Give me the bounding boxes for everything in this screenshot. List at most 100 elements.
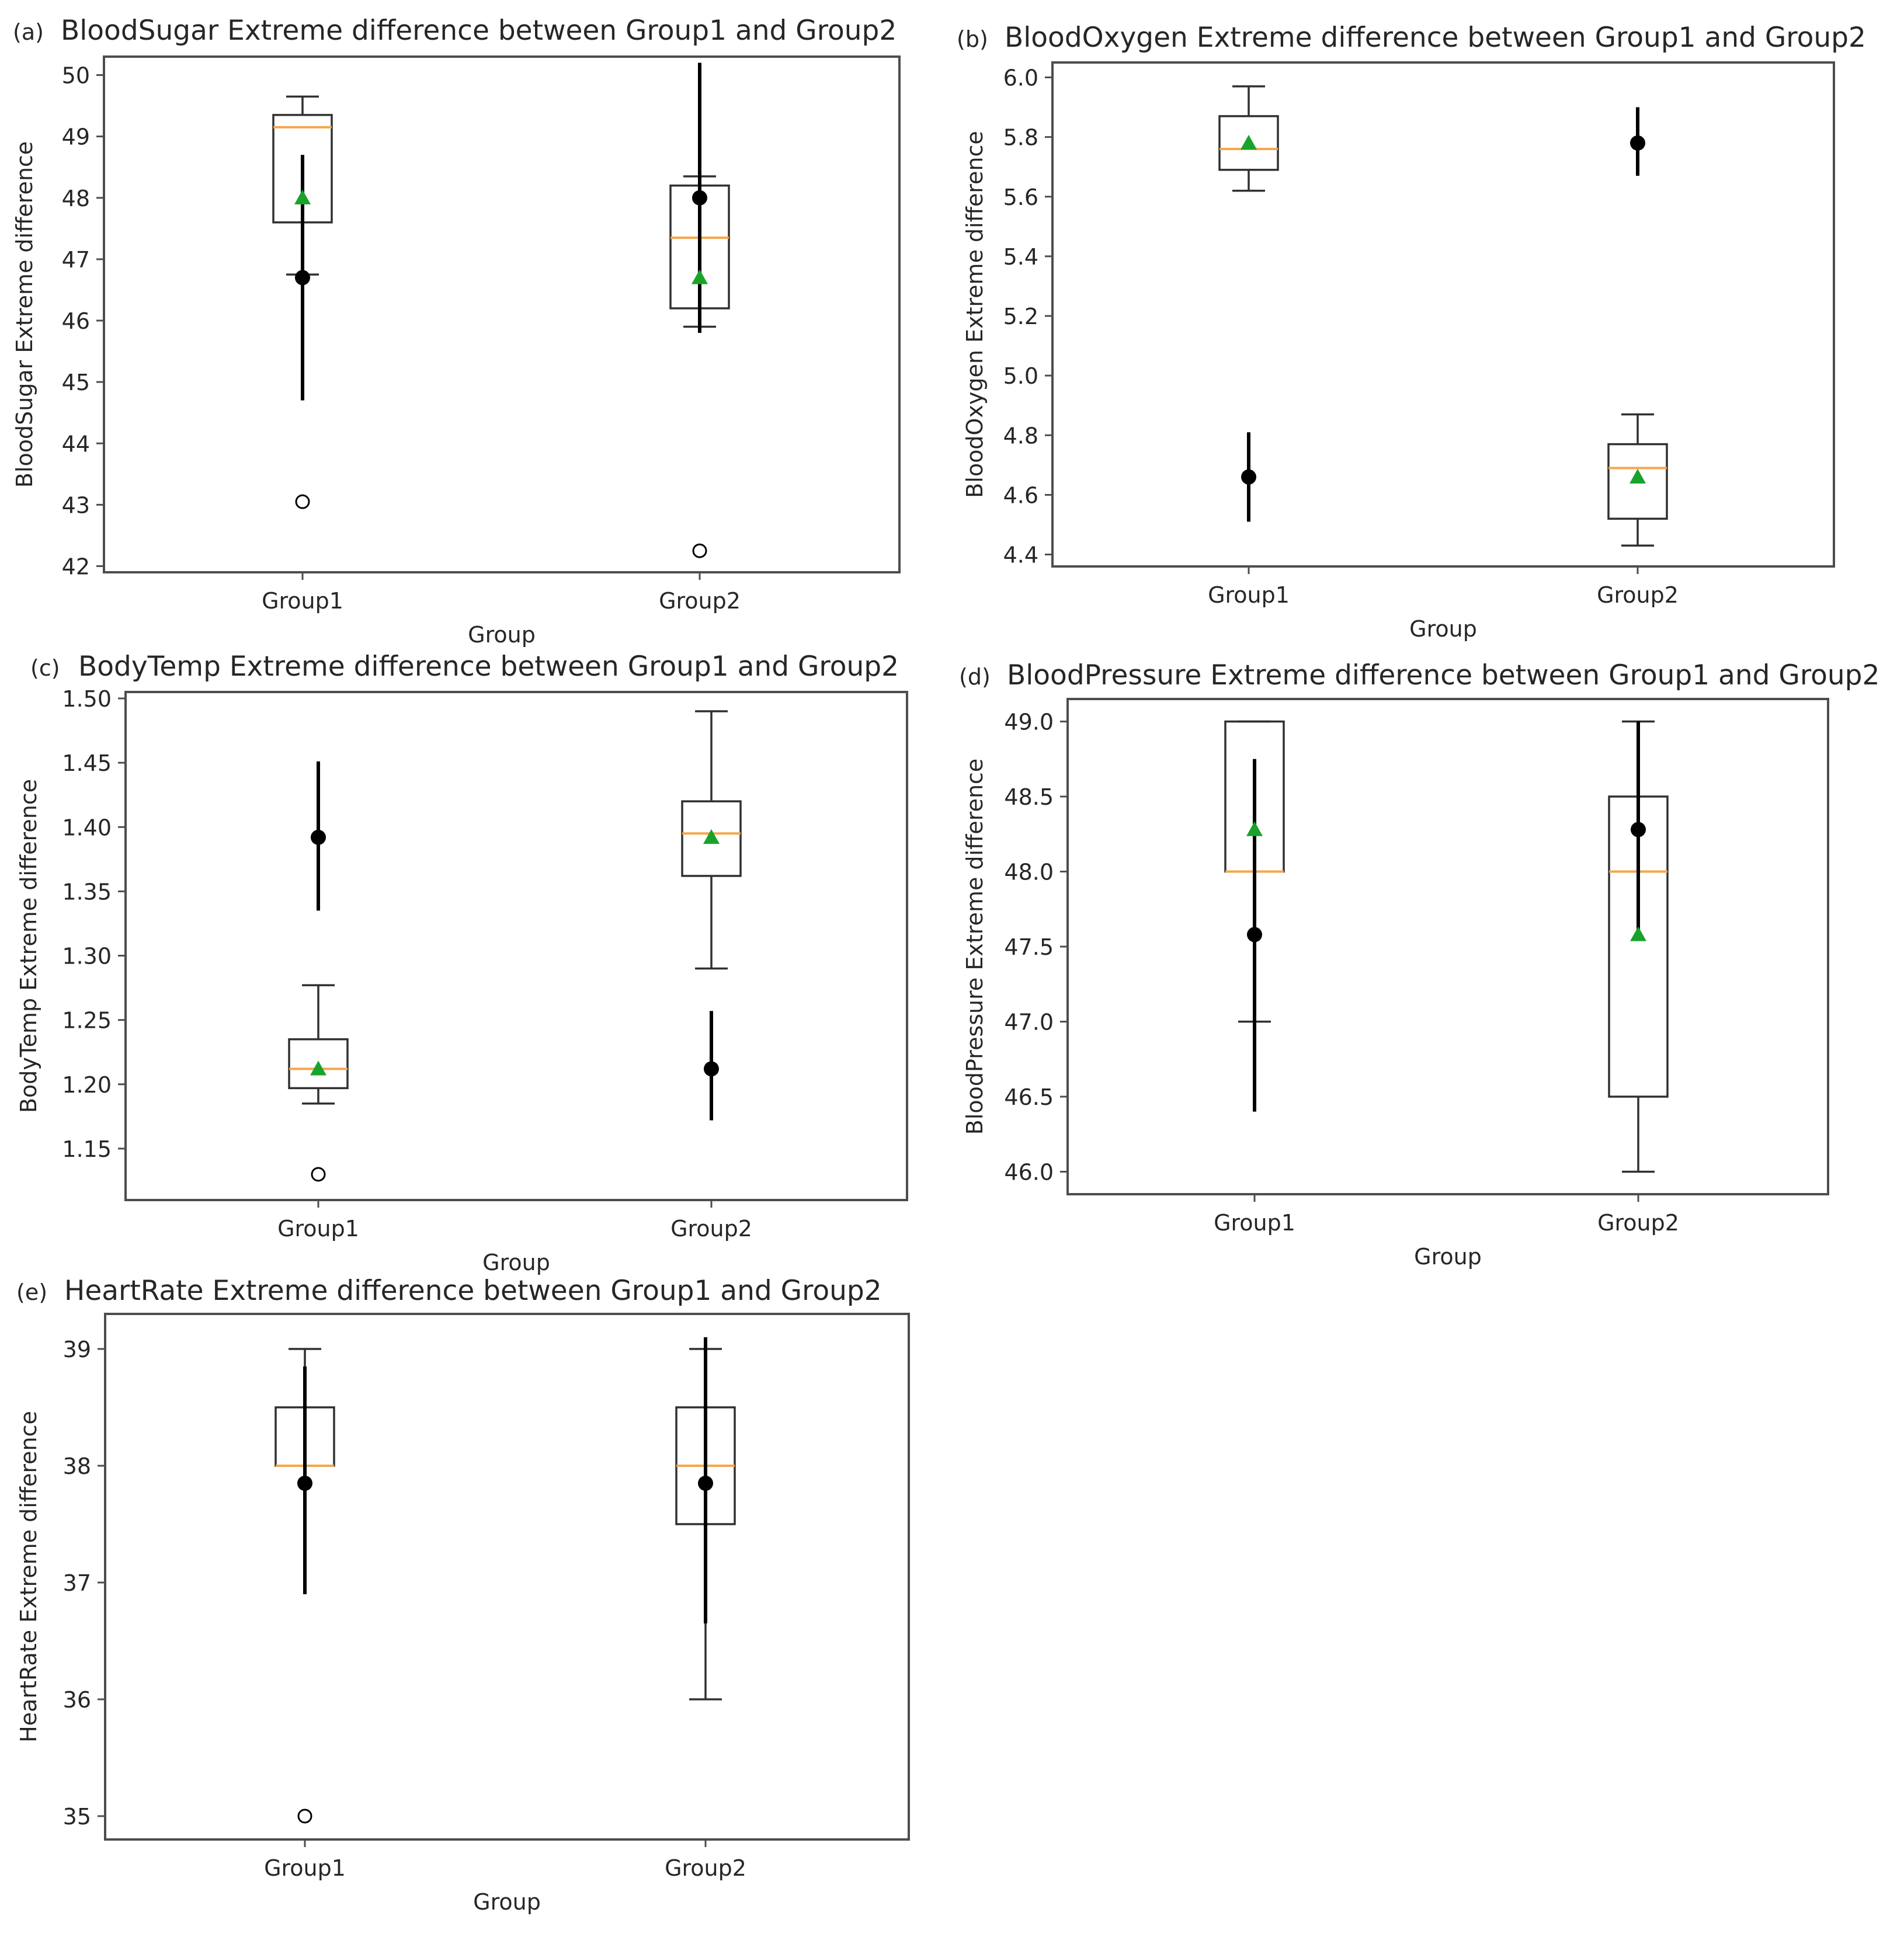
x-axis-label: Group bbox=[1409, 616, 1477, 642]
y-axis-label: BloodOxygen Extreme difference bbox=[962, 131, 988, 498]
mean-triangle bbox=[294, 189, 311, 204]
y-tick-label: 1.30 bbox=[62, 944, 112, 969]
errorbar-group2 bbox=[1631, 721, 1646, 932]
iqr-box bbox=[681, 800, 742, 877]
mean-point bbox=[297, 1476, 312, 1491]
y-tick-label: 46 bbox=[62, 308, 90, 334]
y-axis-label: BloodPressure Extreme difference bbox=[962, 759, 988, 1135]
y-tick-label: 48.5 bbox=[1004, 784, 1054, 810]
y-tick-label: 5.4 bbox=[1003, 244, 1038, 270]
y-tick-label: 48.0 bbox=[1004, 860, 1054, 885]
iqr-box bbox=[1218, 115, 1279, 171]
y-tick-label: 37 bbox=[63, 1570, 91, 1596]
x-tick-label: Group2 bbox=[1597, 582, 1679, 608]
errorbar-group2 bbox=[1630, 107, 1645, 176]
mean-point bbox=[1631, 822, 1646, 837]
y-tick-label: 1.15 bbox=[62, 1136, 112, 1162]
panel-a-bloodsugar: (a) BloodSugar Extreme difference between… bbox=[12, 15, 901, 648]
plot-frame bbox=[104, 1313, 910, 1841]
y-tick-label: 4.6 bbox=[1003, 482, 1038, 508]
y-axis-label: BodyTemp Extreme difference bbox=[16, 779, 41, 1113]
y-tick-label: 1.20 bbox=[62, 1072, 112, 1098]
x-tick-label: Group2 bbox=[1597, 1210, 1679, 1236]
mean-triangle bbox=[1630, 926, 1646, 941]
y-tick-label: 42 bbox=[62, 554, 90, 579]
y-tick-label: 39 bbox=[63, 1337, 91, 1362]
x-axis-label: Group bbox=[473, 1889, 541, 1915]
chart-title: HeartRate Extreme difference between Gro… bbox=[64, 1275, 882, 1307]
x-tick-label: Group1 bbox=[264, 1855, 346, 1881]
boxplot-group1 bbox=[288, 984, 349, 1182]
y-tick-label: 5.2 bbox=[1003, 304, 1038, 329]
y-tick-label: 4.8 bbox=[1003, 423, 1038, 448]
errorbar-group1 bbox=[297, 1366, 312, 1594]
y-tick-label: 5.0 bbox=[1003, 363, 1038, 389]
outlier-point bbox=[692, 543, 707, 558]
x-tick-label: Group1 bbox=[1208, 582, 1290, 608]
y-tick-label: 35 bbox=[63, 1804, 91, 1830]
x-tick-label: Group1 bbox=[1214, 1210, 1295, 1236]
y-tick-label: 1.35 bbox=[62, 879, 112, 905]
mean-point bbox=[1630, 135, 1645, 151]
y-tick-label: 47.5 bbox=[1004, 934, 1054, 960]
x-tick-label: Group1 bbox=[277, 1216, 359, 1242]
y-tick-label: 1.25 bbox=[62, 1008, 112, 1034]
mean-point bbox=[692, 190, 707, 206]
y-tick-label: 1.45 bbox=[62, 750, 112, 776]
panel-label: (d) bbox=[959, 664, 991, 690]
x-axis-label: Group bbox=[482, 1250, 550, 1275]
y-tick-label: 47.0 bbox=[1004, 1009, 1054, 1035]
y-tick-label: 44 bbox=[62, 431, 90, 457]
plot-frame bbox=[1051, 61, 1835, 568]
errorbar-group1 bbox=[1247, 759, 1262, 1112]
mean-triangle bbox=[703, 829, 720, 844]
x-tick-label: Group2 bbox=[670, 1216, 752, 1242]
y-tick-label: 1.40 bbox=[62, 815, 112, 840]
y-tick-label: 6.0 bbox=[1003, 65, 1038, 91]
mean-triangle bbox=[1629, 468, 1646, 484]
chart-title: BloodOxygen Extreme difference between G… bbox=[1005, 22, 1866, 54]
x-axis-label: Group bbox=[1414, 1244, 1482, 1270]
panel-c-bodytemp: (c) BodyTemp Extreme difference between G… bbox=[16, 651, 908, 1275]
outlier-point bbox=[297, 1809, 312, 1824]
y-tick-label: 38 bbox=[63, 1453, 91, 1479]
panel-e-heartrate: (e) HeartRate Extreme difference between … bbox=[16, 1275, 910, 1915]
panel-label: (e) bbox=[16, 1279, 47, 1305]
errorbar-group2 bbox=[704, 1011, 719, 1121]
x-tick-label: Group2 bbox=[665, 1855, 746, 1881]
panel-b-bloodoxygen: (b) BloodOxygen Extreme difference betwee… bbox=[957, 22, 1866, 642]
chart-title: BodyTemp Extreme difference between Grou… bbox=[78, 651, 899, 683]
mean-point bbox=[698, 1476, 713, 1491]
chart-title: BloodSugar Extreme difference between Gr… bbox=[61, 15, 897, 47]
outlier-point bbox=[295, 494, 310, 509]
y-tick-label: 46.5 bbox=[1004, 1084, 1054, 1110]
panel-label: (a) bbox=[13, 19, 44, 45]
x-tick-label: Group1 bbox=[262, 588, 343, 614]
mean-triangle bbox=[1246, 821, 1263, 836]
y-tick-label: 49.0 bbox=[1004, 710, 1054, 735]
x-tick-label: Group2 bbox=[659, 588, 741, 614]
y-tick-label: 48 bbox=[62, 186, 90, 211]
y-tick-label: 43 bbox=[62, 492, 90, 518]
chart-title: BloodPressure Extreme difference between… bbox=[1007, 659, 1879, 691]
mean-triangle bbox=[692, 269, 708, 284]
outlier-point bbox=[311, 1167, 326, 1182]
plot-frame bbox=[103, 55, 901, 573]
plot-frame bbox=[1066, 698, 1829, 1195]
mean-point bbox=[704, 1061, 719, 1077]
y-tick-label: 46.0 bbox=[1004, 1159, 1054, 1185]
panel-label: (b) bbox=[957, 26, 988, 52]
boxplot-group2 bbox=[1607, 413, 1668, 547]
plot-frame bbox=[124, 691, 908, 1201]
y-tick-label: 36 bbox=[63, 1687, 91, 1713]
y-tick-label: 50 bbox=[62, 63, 90, 89]
errorbar-group2 bbox=[698, 1337, 713, 1623]
x-axis-label: Group bbox=[468, 622, 536, 648]
panel-label: (c) bbox=[30, 655, 60, 681]
errorbar-group2 bbox=[692, 62, 707, 333]
y-tick-label: 5.8 bbox=[1003, 125, 1038, 151]
y-tick-label: 49 bbox=[62, 124, 90, 150]
panel-d-bloodpressure: (d) BloodPressure Extreme difference betw… bbox=[959, 659, 1879, 1270]
y-tick-label: 47 bbox=[62, 247, 90, 273]
